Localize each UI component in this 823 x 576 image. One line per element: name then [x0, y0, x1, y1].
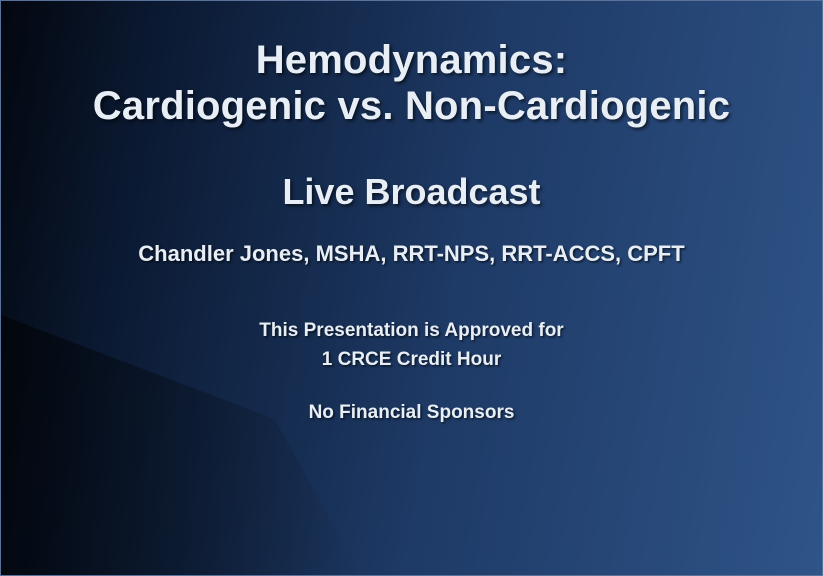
presenter-name: Chandler Jones, MSHA, RRT-NPS, RRT-ACCS,…	[138, 241, 684, 267]
slide-content: Hemodynamics: Cardiogenic vs. Non-Cardio…	[1, 1, 822, 575]
credit-line2: 1 CRCE Credit Hour	[322, 346, 501, 375]
credit-line1: This Presentation is Approved for	[259, 317, 563, 346]
slide-subtitle: Live Broadcast	[282, 171, 540, 213]
sponsors-line: No Financial Sponsors	[309, 402, 515, 424]
slide-title-line1: Hemodynamics:	[256, 37, 568, 83]
presentation-slide: Hemodynamics: Cardiogenic vs. Non-Cardio…	[0, 0, 823, 576]
slide-title-line2: Cardiogenic vs. Non-Cardiogenic	[93, 83, 730, 129]
